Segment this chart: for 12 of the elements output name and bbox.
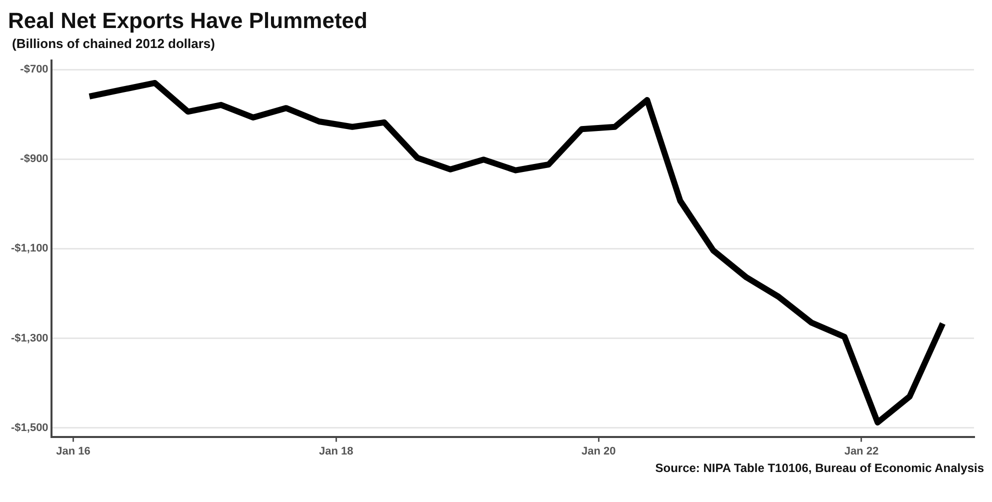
chart-title: Real Net Exports Have Plummeted: [8, 8, 368, 34]
x-tick-label: Jan 16: [56, 445, 90, 458]
chart-subtitle: (Billions of chained 2012 dollars): [12, 36, 216, 51]
x-tick-label: Jan 20: [581, 445, 616, 458]
y-tick-label: -$1,500: [10, 422, 48, 434]
y-tick-label: -$700: [20, 64, 48, 76]
x-tick-label: Jan 18: [318, 445, 354, 458]
y-tick-label: -$1,300: [10, 332, 48, 344]
y-tick-label: -$1,100: [10, 242, 48, 255]
x-tick-label: Jan 22: [844, 445, 879, 458]
y-tick-label: -$900: [20, 153, 48, 166]
source-note: Source: NIPA Table T10106, Bureau of Economic Analysis: [654, 461, 984, 475]
